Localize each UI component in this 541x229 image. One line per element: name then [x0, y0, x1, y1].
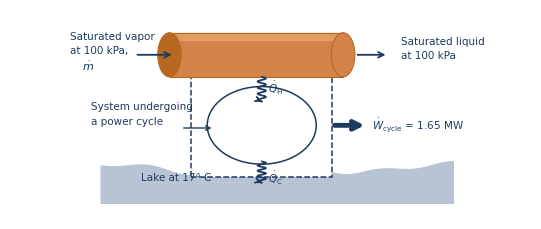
Ellipse shape: [331, 33, 355, 77]
Bar: [192, 71, 332, 177]
Text: Saturated liquid: Saturated liquid: [401, 37, 485, 47]
Text: $\dot{Q}_\mathrm{C}$: $\dot{Q}_\mathrm{C}$: [268, 170, 283, 187]
Text: at 100 kPa,: at 100 kPa,: [70, 46, 128, 56]
Polygon shape: [101, 162, 453, 204]
Ellipse shape: [158, 33, 181, 77]
Text: $\dot{Q}_\mathrm{H}$: $\dot{Q}_\mathrm{H}$: [268, 80, 283, 97]
Text: a power cycle: a power cycle: [91, 117, 163, 127]
Text: $\dot{W}_\mathrm{cycle}$ = 1.65 MW: $\dot{W}_\mathrm{cycle}$ = 1.65 MW: [372, 117, 464, 134]
Text: Saturated vapor: Saturated vapor: [70, 32, 155, 42]
Bar: [169, 33, 343, 77]
Text: $\dot{m}$: $\dot{m}$: [82, 60, 94, 74]
Text: Lake at 17° C: Lake at 17° C: [141, 173, 212, 183]
Text: at 100 kPa: at 100 kPa: [401, 51, 456, 61]
Ellipse shape: [207, 87, 316, 164]
Text: System undergoing: System undergoing: [91, 102, 193, 112]
